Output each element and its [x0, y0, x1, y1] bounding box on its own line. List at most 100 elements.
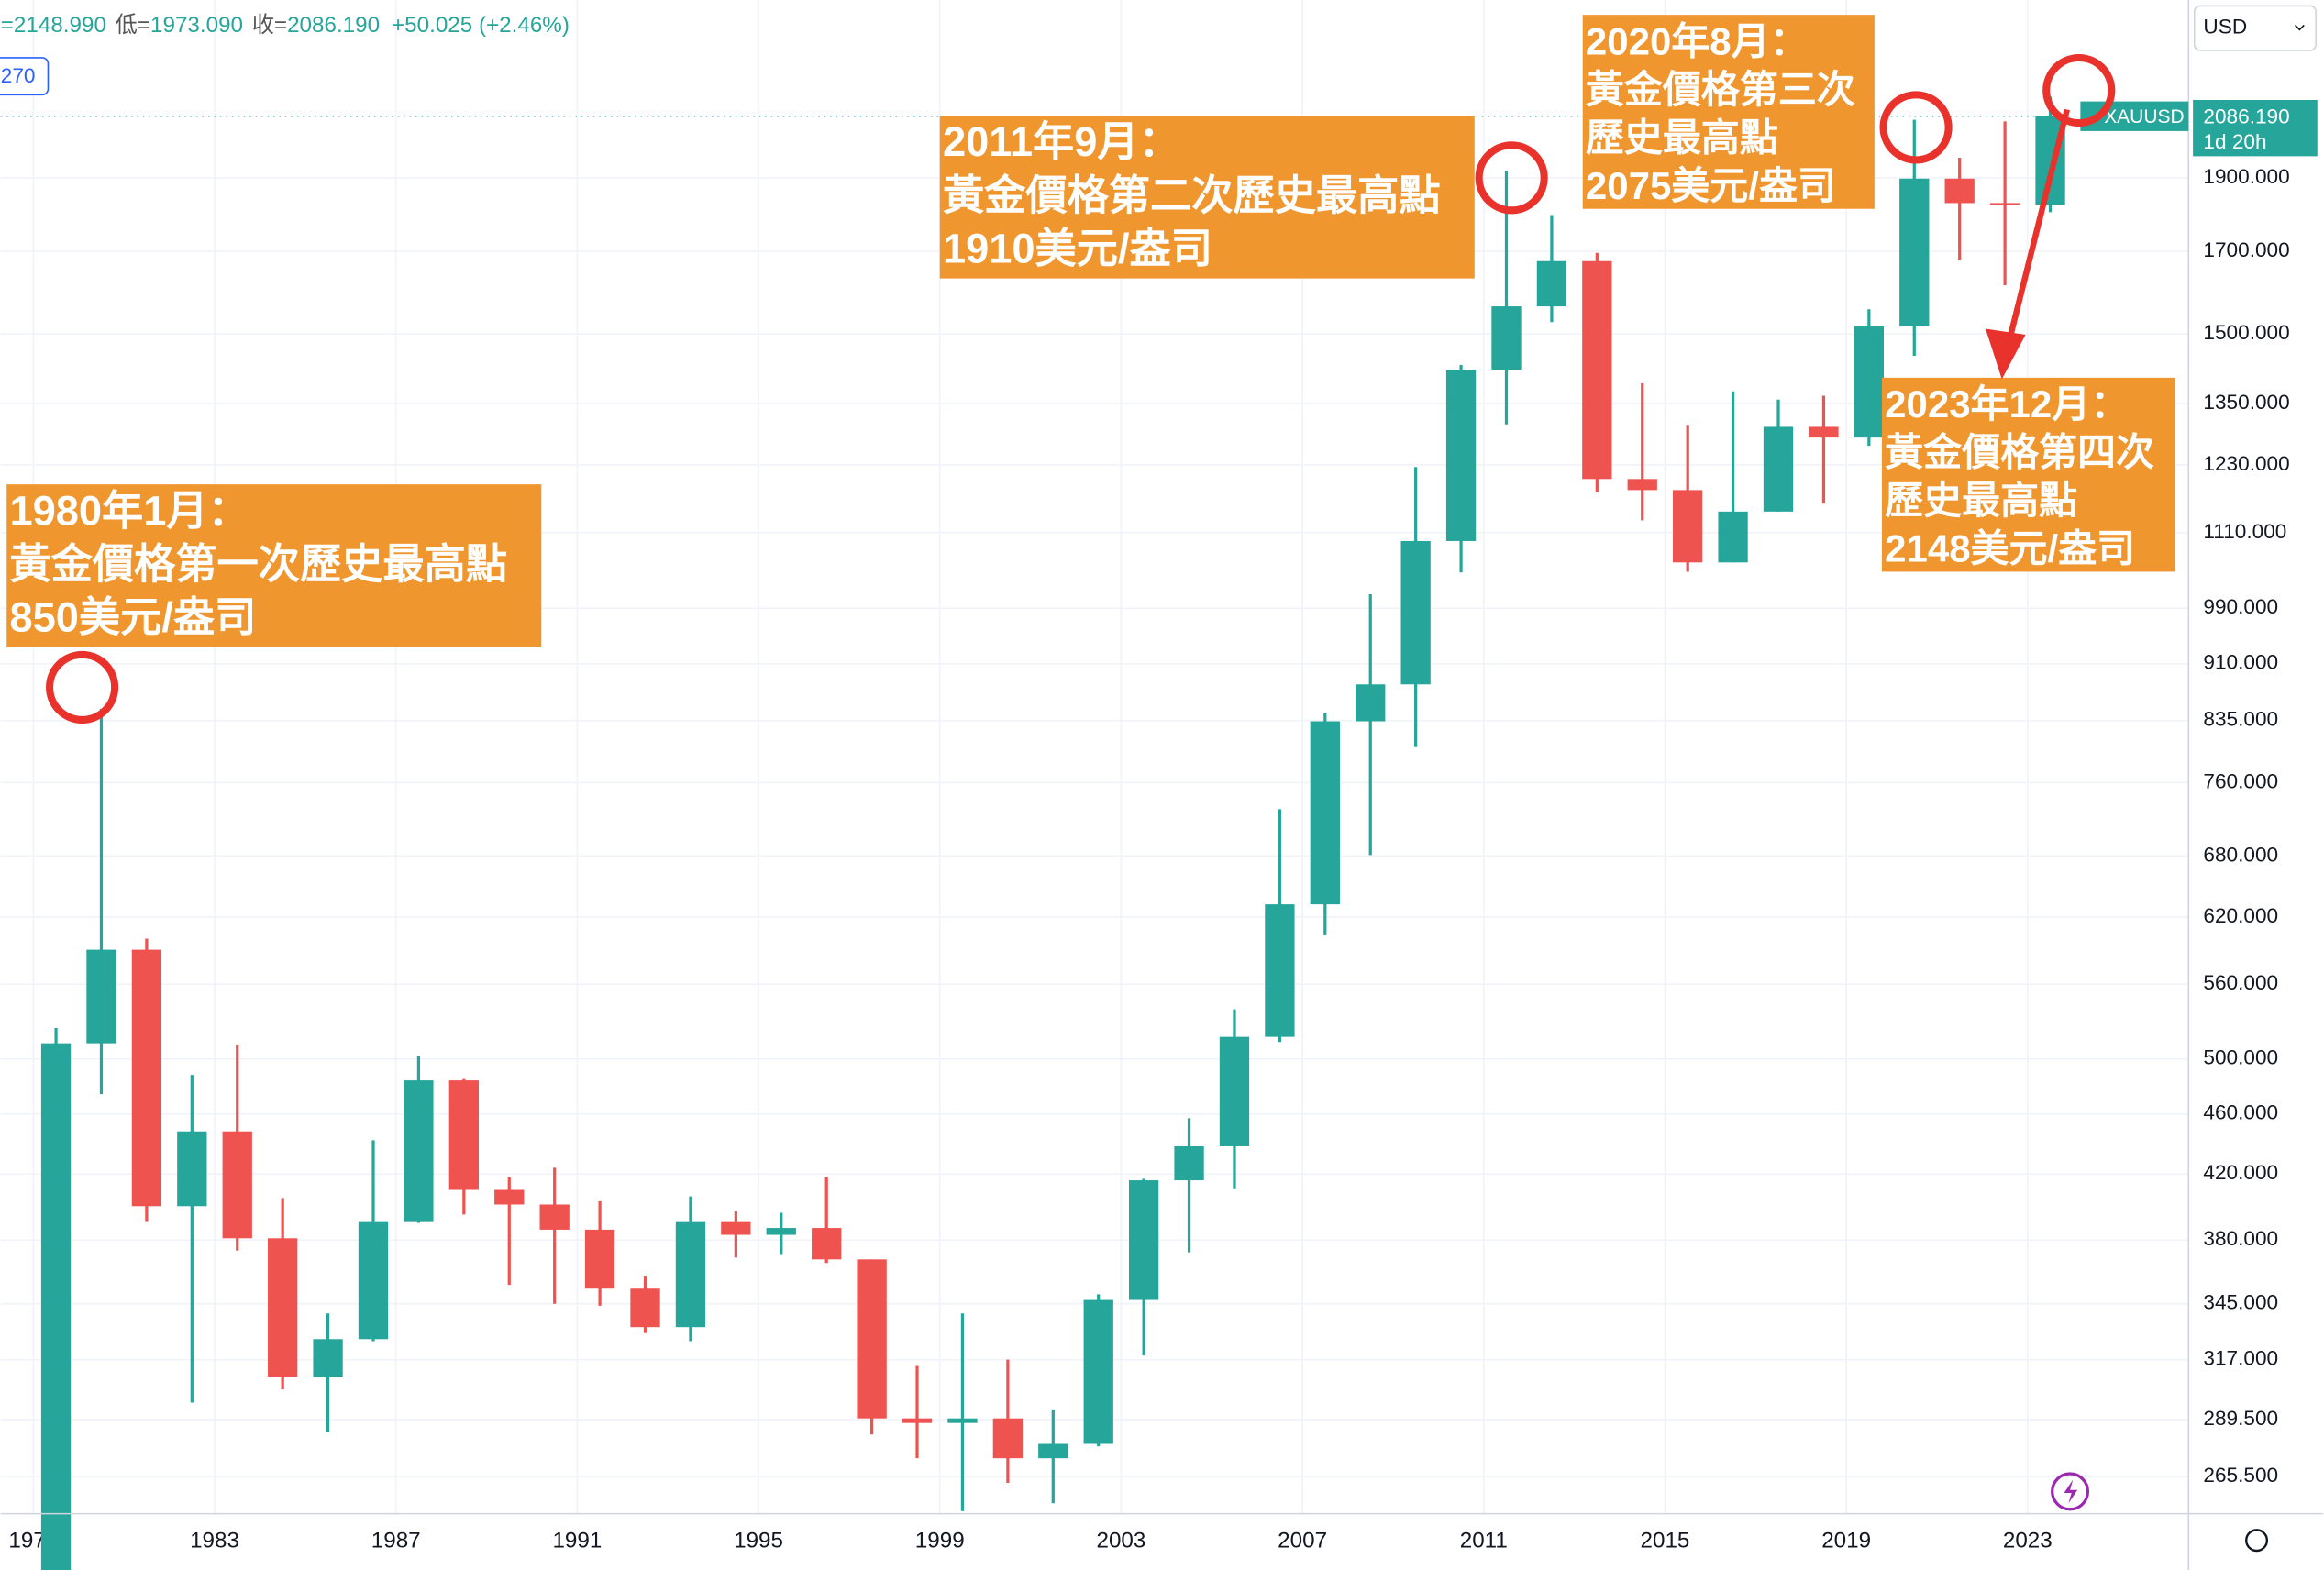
- candle-body: [1899, 178, 1930, 327]
- candle-body: [1219, 1036, 1250, 1146]
- price-label-bg: [2193, 99, 2318, 157]
- y-tick-label: 317.000: [2203, 1347, 2278, 1370]
- y-tick-label: 1350.000: [2203, 391, 2289, 414]
- candle-body: [675, 1221, 706, 1328]
- candle-body: [584, 1229, 615, 1289]
- label: 低=: [116, 13, 150, 38]
- annotation-text: 黃金價格第三次: [1586, 68, 1855, 111]
- annotation-text: 1980年1月：: [9, 487, 249, 534]
- x-tick-label: 1999: [915, 1529, 965, 1553]
- annotation-text: 黃金價格第一次歷史最高點: [9, 541, 507, 588]
- annotation-text: 2148美元/盎司: [1885, 527, 2135, 570]
- candle-body: [1310, 721, 1340, 905]
- candle-body: [1174, 1145, 1204, 1181]
- candle-body: [1491, 306, 1522, 370]
- candle-body: [1445, 370, 1477, 541]
- annotation-text: 黃金價格第四次: [1885, 431, 2154, 474]
- candle-body: [947, 1418, 978, 1423]
- y-tick-label: 1230.000: [2203, 452, 2289, 475]
- currency: USD: [2203, 16, 2247, 39]
- y-tick-label: 680.000: [2203, 843, 2278, 866]
- x-tick-label: 1995: [734, 1529, 783, 1553]
- candle-body: [857, 1259, 887, 1419]
- y-tick-label: 1700.000: [2203, 238, 2289, 261]
- annotation-text: 歷史最高點: [1586, 116, 1778, 160]
- candle-body: [1809, 426, 1839, 438]
- candle-body: [86, 949, 116, 1044]
- x-tick-label: 2003: [1096, 1529, 1145, 1553]
- candle-body: [1128, 1180, 1159, 1300]
- y-tick-label: 910.000: [2203, 651, 2278, 674]
- y-tick-label: 345.000: [2203, 1291, 2278, 1314]
- candle-body: [1673, 490, 1703, 563]
- overlay: XAUUSD 2086.190 1d 20h 1980年1月： 黃金價格第一次歷史最高點…: [6, 15, 2318, 724]
- y-tick-label: 1900.000: [2203, 165, 2289, 188]
- arrow-head: [1985, 328, 2026, 380]
- annotation-box: [1881, 377, 2175, 572]
- candle-body: [1763, 426, 1794, 512]
- symbol-label: XAUUSD: [2104, 106, 2184, 127]
- indicator-box[interactable]: [0, 57, 50, 96]
- candle-body: [1718, 511, 1748, 563]
- candle-body: [1265, 904, 1295, 1037]
- candle-body: [812, 1228, 842, 1260]
- candle-body: [539, 1204, 570, 1230]
- annotation-text: 黃金價格第二次歷史最高點: [943, 171, 1441, 218]
- candle-body: [222, 1131, 252, 1239]
- annotation-text: 2020年8月：: [1586, 20, 1809, 63]
- x-tick-label: 2007: [1278, 1529, 1327, 1553]
- ohlc-header: =2148.990 低=1973.090 收=2086.190 +50.025 (+2…: [1, 13, 570, 38]
- annotation-text: 1910美元/盎司: [943, 226, 1212, 272]
- candle-body: [1944, 178, 1975, 204]
- y-tick-label: 990.000: [2203, 595, 2278, 618]
- currency-select[interactable]: [2193, 5, 2317, 51]
- candle-body: [1854, 326, 1885, 438]
- settings-icon[interactable]: [2245, 1529, 2269, 1553]
- candle-body: [1582, 260, 1612, 480]
- candle-body: [313, 1339, 343, 1377]
- y-tick-label: 265.500: [2203, 1464, 2278, 1487]
- arrow-shaft: [2006, 108, 2070, 342]
- annotation-text: 850美元/盎司: [9, 594, 256, 641]
- candle-body: [630, 1288, 660, 1328]
- y-tick-label: 1110.000: [2203, 520, 2286, 543]
- highlight-circle: [1879, 91, 1953, 164]
- candle-body: [1038, 1443, 1068, 1459]
- candles: [0, 96, 2189, 1570]
- label: 收=: [252, 13, 287, 38]
- bolt: [2064, 1479, 2078, 1504]
- low-value: 1973.090: [150, 13, 243, 38]
- y-tick-label: 760.000: [2203, 769, 2278, 792]
- x-tick-label: 1987: [371, 1529, 421, 1553]
- countdown: 1d 20h: [2203, 130, 2266, 153]
- annotation-box: [1582, 15, 1875, 209]
- candle-body: [721, 1221, 751, 1235]
- y-tick-label: 1500.000: [2203, 321, 2289, 344]
- annotation-text: 2011年9月：: [943, 118, 1180, 165]
- annotation-text: 2023年12月：: [1885, 382, 2129, 426]
- y-tick-label: 420.000: [2203, 1161, 2278, 1184]
- indicator-value: 270: [1, 64, 36, 87]
- candle-body: [494, 1189, 525, 1205]
- y-tick-label: 620.000: [2203, 904, 2278, 927]
- candle-body: [992, 1418, 1024, 1459]
- candle-body: [1536, 260, 1567, 307]
- candle-body: [1400, 540, 1431, 685]
- x-tick-label: 2019: [1821, 1529, 1871, 1553]
- candle-body: [268, 1238, 298, 1377]
- y-tick-label: 460.000: [2203, 1101, 2278, 1124]
- highlight-circle: [2042, 53, 2116, 127]
- candle-body: [131, 949, 162, 1207]
- y-tick-label: 380.000: [2203, 1227, 2278, 1250]
- candle-body: [358, 1221, 389, 1340]
- candle-body: [404, 1080, 434, 1222]
- y-tick-label: 289.500: [2203, 1407, 2278, 1430]
- highlight-circle: [46, 650, 119, 724]
- bolt-icon[interactable]: [2051, 1472, 2090, 1511]
- change: +50.025 (+2.46%): [392, 13, 570, 38]
- annotation-box: [6, 484, 542, 647]
- y-tick-label: 500.000: [2203, 1046, 2278, 1069]
- candle-body: [766, 1228, 796, 1235]
- highlight-circle: [1475, 141, 1548, 215]
